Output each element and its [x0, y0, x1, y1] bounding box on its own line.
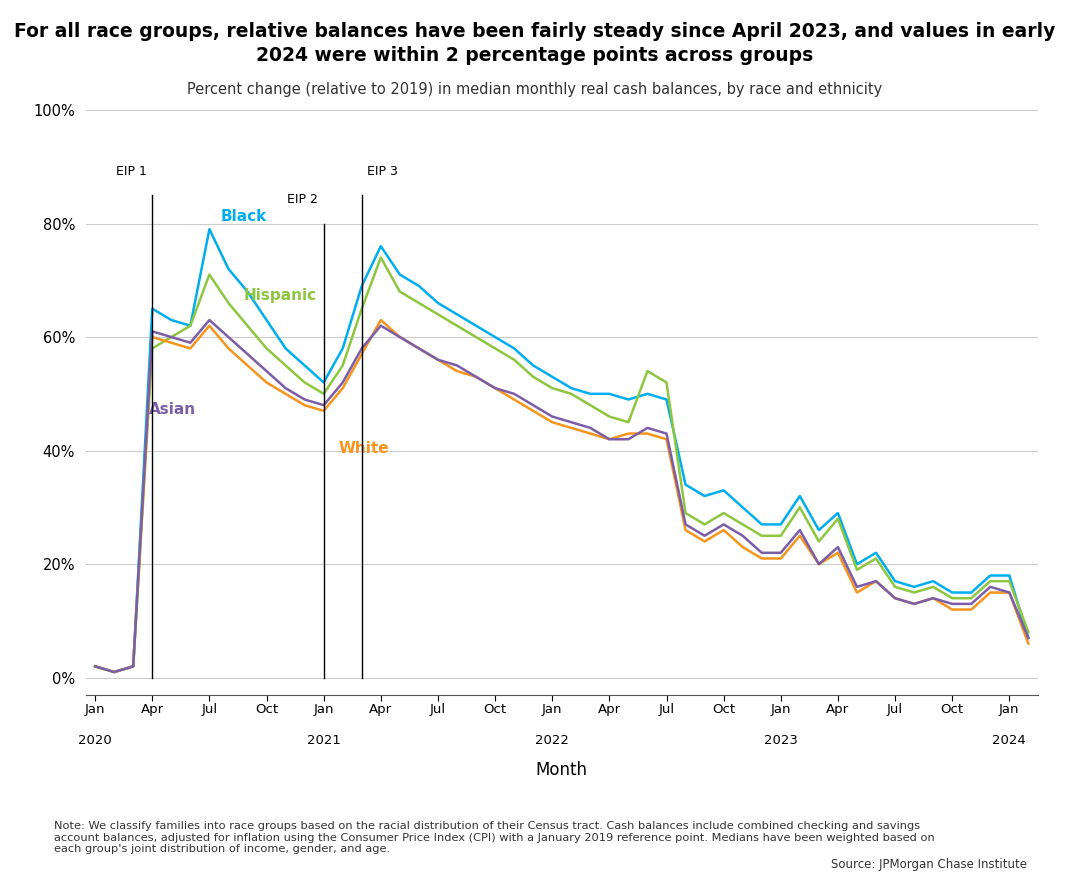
Text: For all race groups, relative balances have been fairly steady since April 2023,: For all race groups, relative balances h…	[14, 22, 1056, 65]
Text: Hispanic: Hispanic	[244, 288, 317, 303]
Text: Asian: Asian	[149, 402, 196, 417]
Text: Black: Black	[220, 209, 268, 224]
Text: Percent change (relative to 2019) in median monthly real cash balances, by race : Percent change (relative to 2019) in med…	[187, 82, 883, 97]
Text: EIP 2: EIP 2	[287, 194, 318, 206]
Text: Note: We classify families into race groups based on the racial distribution of : Note: We classify families into race gro…	[54, 821, 934, 855]
Text: 2023: 2023	[764, 734, 798, 747]
Text: White: White	[339, 442, 389, 457]
Text: Source: JPMorgan Chase Institute: Source: JPMorgan Chase Institute	[831, 858, 1027, 871]
Text: 2021: 2021	[307, 734, 340, 747]
Text: EIP 1: EIP 1	[116, 165, 147, 178]
X-axis label: Month: Month	[536, 760, 587, 779]
Text: 2020: 2020	[78, 734, 112, 747]
Text: EIP 3: EIP 3	[367, 165, 398, 178]
Text: 2024: 2024	[993, 734, 1026, 747]
Text: 2022: 2022	[535, 734, 569, 747]
